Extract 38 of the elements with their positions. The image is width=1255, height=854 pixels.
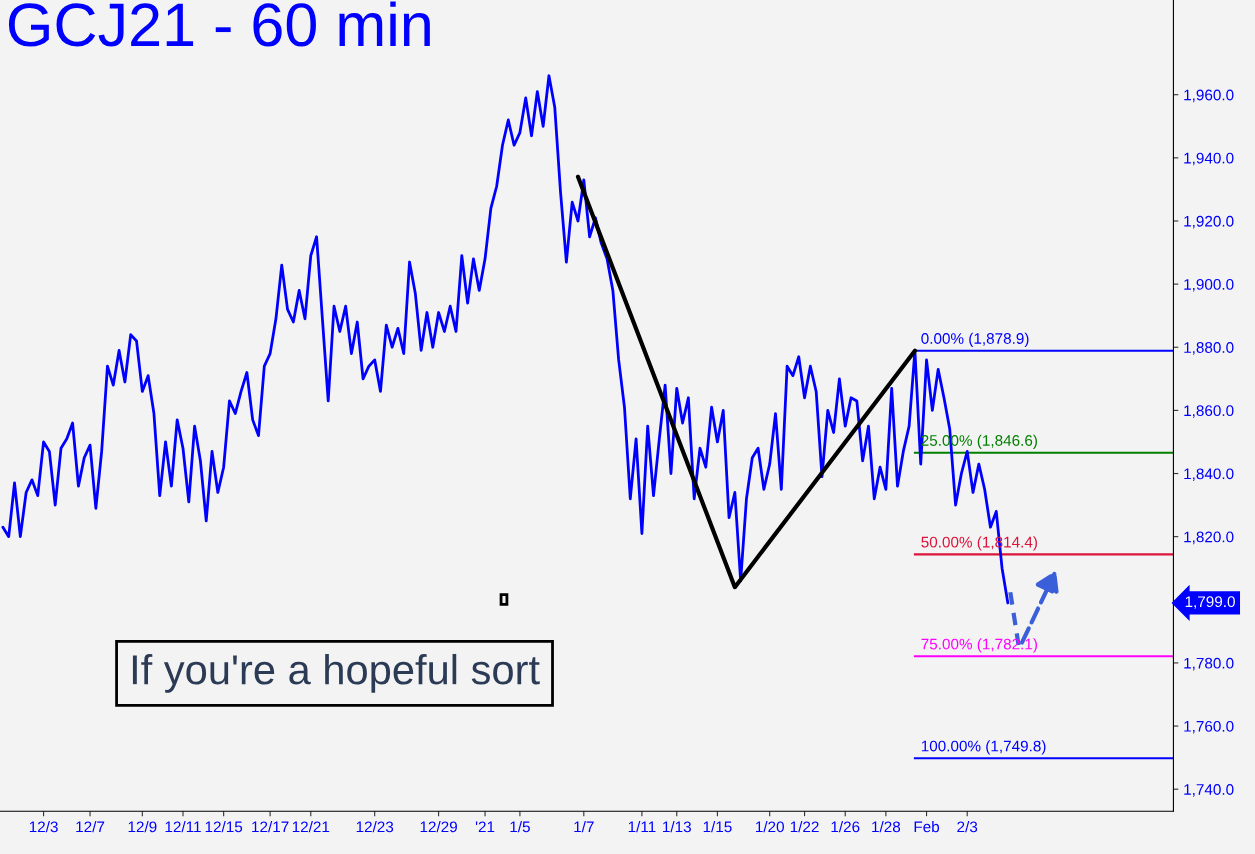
x-tick-label: 12/9 xyxy=(128,821,157,833)
x-tick-label: 12/23 xyxy=(356,821,394,833)
y-tick-label: 1,940.0 xyxy=(1184,152,1234,166)
x-tick-label: 1/5 xyxy=(510,821,530,833)
y-tick-label: 1,860.0 xyxy=(1184,405,1234,418)
x-tick-label: 1/15 xyxy=(703,821,732,833)
ref-line-label: 0.00% (1,878.9) xyxy=(921,332,1029,347)
y-tick-label: 1,960.0 xyxy=(1184,89,1234,103)
y-tick-label: 1,780.0 xyxy=(1184,657,1234,671)
y-tick-label: 1,840.0 xyxy=(1184,468,1234,482)
text: 1,799.0 xyxy=(1185,596,1235,609)
y-tick-label: 1,900.0 xyxy=(1184,278,1234,292)
x-tick-label: 1/20 xyxy=(756,821,784,833)
ref-line-label: 100.00% (1,749.8) xyxy=(921,740,1046,755)
x-tick-label: 12/11 xyxy=(165,821,201,833)
y-tick-label: 1,740.0 xyxy=(1184,784,1234,797)
x-tick-label: 1/22 xyxy=(790,821,819,833)
x-tick-label: Feb xyxy=(914,821,940,833)
y-tick-label: 1,760.0 xyxy=(1184,720,1234,734)
y-tick-label: 1,880.0 xyxy=(1184,342,1234,355)
y-tick-label: 1,920.0 xyxy=(1184,215,1234,229)
x-tick-label: 12/17 xyxy=(252,821,289,833)
chart-title: GCJ21 - 60 min xyxy=(8,1,430,47)
x-tick-label: '21 xyxy=(475,821,495,833)
x-tick-label: 12/3 xyxy=(29,821,58,833)
x-tick-label: 2/3 xyxy=(957,821,978,833)
x-tick-label: 1/13 xyxy=(663,821,691,833)
x-tick-label: 12/29 xyxy=(420,821,457,833)
y-tick-label: 1,820.0 xyxy=(1184,531,1234,545)
x-tick-label: 1/26 xyxy=(831,821,860,833)
ref-line-label: 75.00% (1,782.1) xyxy=(921,638,1037,653)
annotation: If you're a hopeful sort xyxy=(132,653,540,693)
x-tick-label: 12/7 xyxy=(76,821,105,833)
x-tick-label: 12/21 xyxy=(292,821,330,833)
x-tick-label: 12/15 xyxy=(205,821,243,833)
x-tick-label: 1/7 xyxy=(574,821,594,833)
x-tick-label: 1/28 xyxy=(872,821,901,833)
x-tick-label: 1/11 xyxy=(628,821,656,833)
